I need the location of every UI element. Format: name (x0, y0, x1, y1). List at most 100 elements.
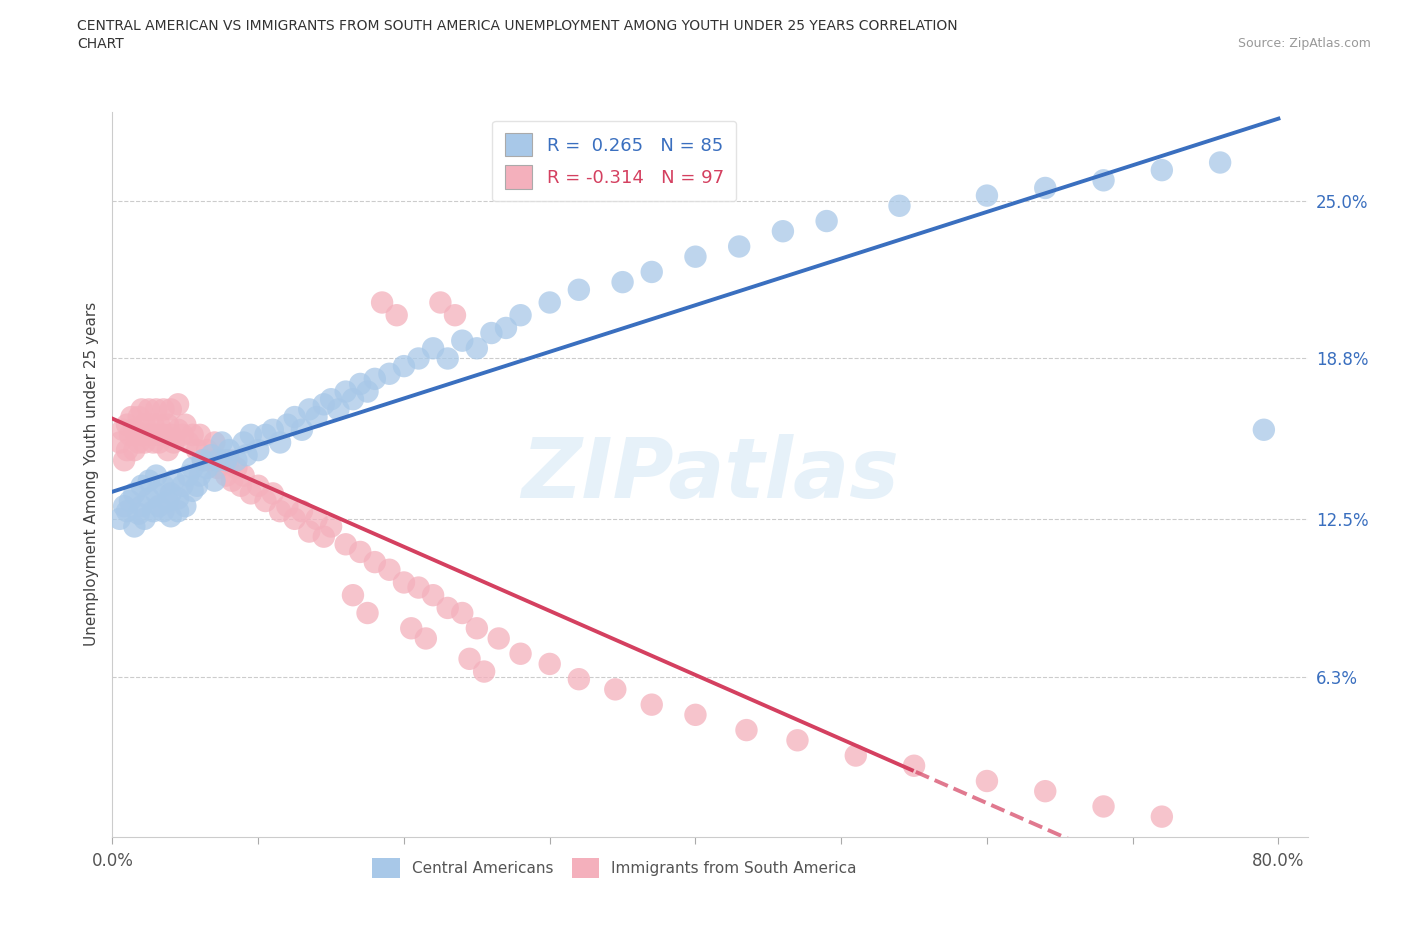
Point (138, 428, 160, 443)
Point (235, 447, 257, 462)
Point (195, 460, 218, 475)
Point (605, 682, 627, 697)
Point (415, 631, 437, 646)
Point (138, 402, 160, 417)
Point (159, 509, 181, 524)
Point (124, 486, 146, 501)
Point (134, 512, 156, 526)
Point (378, 563, 401, 578)
Point (465, 341, 488, 356)
Point (174, 418, 197, 432)
Point (152, 504, 174, 519)
Point (509, 308, 531, 323)
Point (284, 409, 307, 424)
Point (291, 422, 314, 437)
Point (254, 494, 277, 509)
Point (291, 504, 314, 519)
Point (152, 428, 174, 443)
Point (481, 326, 503, 340)
Point (191, 453, 214, 468)
Point (112, 453, 135, 468)
Point (262, 486, 284, 501)
Point (142, 504, 165, 519)
Point (538, 295, 561, 310)
Point (408, 351, 430, 365)
Point (188, 428, 211, 443)
Point (458, 651, 481, 666)
Point (436, 601, 458, 616)
Point (167, 491, 190, 506)
Point (148, 435, 170, 450)
Point (538, 657, 561, 671)
Point (108, 512, 131, 526)
Point (903, 758, 925, 773)
Point (298, 525, 321, 539)
Point (115, 504, 138, 519)
Point (451, 333, 474, 348)
Point (145, 402, 167, 417)
Point (131, 428, 153, 443)
Point (232, 435, 254, 450)
Point (815, 214, 838, 229)
Point (728, 239, 751, 254)
Point (200, 447, 222, 462)
Point (159, 402, 181, 417)
Point (172, 428, 194, 443)
Point (145, 468, 167, 483)
Point (276, 418, 298, 432)
Point (163, 473, 186, 488)
Point (181, 460, 204, 475)
Point (120, 409, 142, 424)
Point (305, 409, 328, 424)
Point (1150, 809, 1173, 824)
Point (436, 351, 458, 365)
Point (134, 435, 156, 450)
Point (371, 295, 394, 310)
Point (229, 478, 252, 493)
Point (247, 478, 270, 493)
Point (451, 605, 474, 620)
Point (167, 504, 190, 519)
Point (177, 435, 200, 450)
Point (1092, 173, 1115, 188)
Point (111, 422, 134, 437)
Point (211, 453, 233, 468)
Point (215, 468, 238, 483)
Point (134, 418, 156, 432)
Point (1033, 784, 1056, 799)
Point (1150, 163, 1173, 178)
Point (148, 498, 170, 513)
Point (312, 397, 335, 412)
Point (108, 435, 131, 450)
Point (124, 519, 146, 534)
Point (378, 366, 401, 381)
Point (128, 506, 150, 521)
Point (269, 435, 291, 450)
Point (422, 588, 444, 603)
Point (159, 486, 181, 501)
Point (349, 377, 371, 392)
Point (495, 321, 517, 336)
Point (118, 428, 141, 443)
Point (312, 529, 335, 544)
Point (215, 453, 238, 468)
Point (319, 519, 342, 534)
Point (298, 402, 321, 417)
Point (786, 733, 808, 748)
Point (349, 544, 371, 559)
Point (167, 422, 190, 437)
Point (221, 473, 243, 488)
Point (976, 188, 998, 203)
Point (186, 443, 208, 458)
Point (385, 308, 408, 323)
Point (131, 402, 153, 417)
Point (200, 453, 222, 468)
Point (392, 359, 415, 374)
Point (401, 621, 423, 636)
Point (685, 249, 707, 264)
Point (124, 422, 146, 437)
Point (167, 397, 190, 412)
Point (152, 402, 174, 417)
Point (152, 478, 174, 493)
Point (188, 468, 211, 483)
